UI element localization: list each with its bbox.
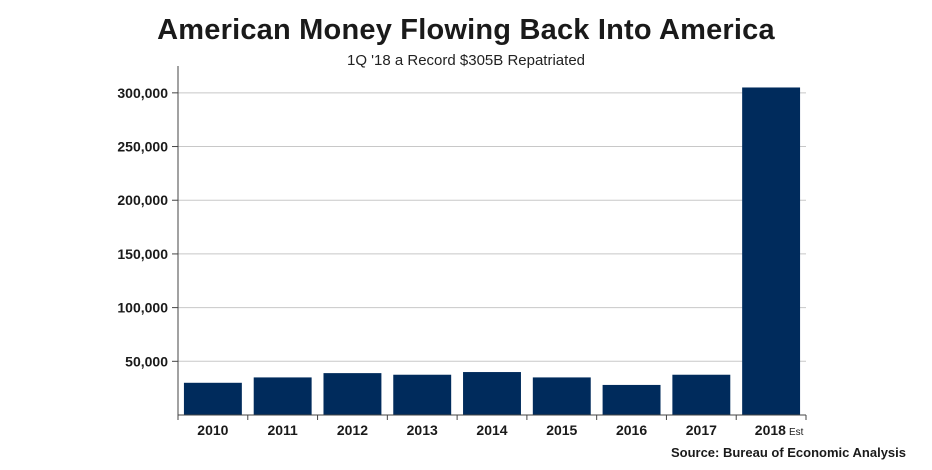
y-tick-label: 200,000 [117, 192, 168, 208]
gridlines [178, 92, 806, 362]
y-tick-label: 100,000 [117, 300, 168, 316]
x-tick-label: 2014 [476, 422, 507, 438]
y-tick-label: 50,000 [125, 353, 168, 369]
bars [183, 87, 801, 415]
x-tick-label: 2012 [337, 422, 368, 438]
bar-2010 [183, 382, 242, 415]
y-tick-label: 150,000 [117, 246, 168, 262]
chart-title: American Money Flowing Back Into America [157, 14, 775, 46]
bar-2011 [253, 377, 312, 415]
x-tick-label: 2018 Est [755, 422, 804, 438]
axis-labels: 50,000 100,000 150,000 200,000 250,000 300,00… [117, 85, 803, 438]
source-note: Source: Bureau of Economic Analysis [670, 445, 906, 460]
x-tick-label: 2013 [407, 422, 438, 438]
x-tick-suffix: Est [789, 427, 804, 438]
x-tick-label: 2017 [686, 422, 717, 438]
bar-2016 [602, 384, 661, 415]
x-tick-label: 2011 [267, 422, 298, 438]
bar-2014 [463, 372, 521, 415]
bar-2012 [323, 373, 382, 415]
x-tick-label: 2016 [616, 422, 647, 438]
x-tick-label: 2015 [546, 422, 577, 438]
axes [172, 66, 807, 420]
bar-2015 [532, 377, 591, 415]
y-tick-label: 250,000 [117, 139, 168, 155]
bar-2013 [393, 374, 452, 415]
bar-2018 [742, 87, 801, 415]
y-tick-label: 300,000 [117, 85, 168, 101]
chart-subtitle: 1Q '18 a Record $305B Repatriated [346, 52, 585, 69]
bar-2017 [672, 374, 731, 415]
x-tick-label: 2010 [197, 422, 228, 438]
